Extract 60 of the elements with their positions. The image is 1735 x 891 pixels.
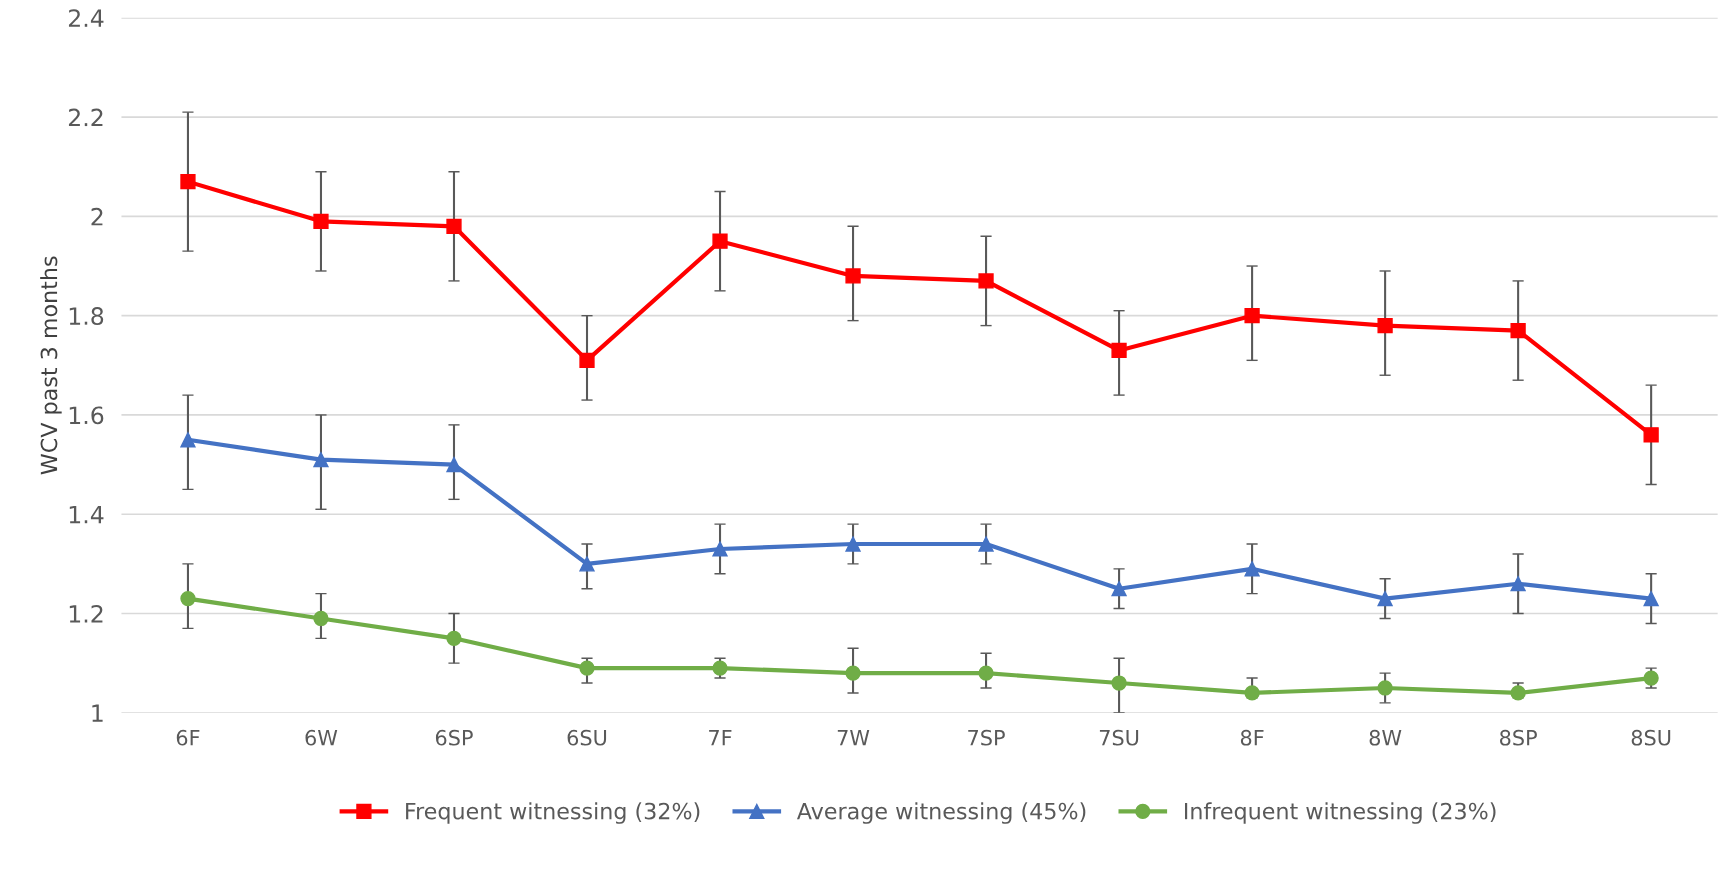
point	[1643, 427, 1659, 443]
legend-label: Frequent witnessing (32%)	[406, 802, 700, 824]
point	[1377, 590, 1393, 607]
point	[712, 660, 728, 676]
point	[313, 213, 329, 229]
point	[1643, 670, 1659, 686]
point	[579, 660, 595, 676]
point	[845, 268, 861, 284]
point	[180, 432, 196, 448]
point	[1111, 581, 1127, 597]
x-tick-label: 8W	[1369, 729, 1402, 746]
point	[1377, 317, 1393, 334]
point	[1643, 590, 1659, 607]
point	[845, 536, 861, 552]
point	[1244, 308, 1260, 324]
y-tick-label: 1	[92, 704, 103, 722]
y-tick-label: 1.8	[69, 307, 104, 325]
y-tick-label: 2	[91, 207, 103, 226]
point	[845, 665, 861, 681]
y-tick-label: 1.6	[69, 406, 104, 425]
point	[1111, 675, 1127, 691]
x-tick-label: 8SP	[1500, 729, 1537, 746]
point	[1510, 576, 1526, 592]
x-tick-label: 6F	[176, 729, 200, 746]
x-tick-label: 7SP	[968, 729, 1005, 746]
x-tick-label: 8F	[1240, 729, 1264, 746]
point	[446, 630, 462, 646]
point	[712, 233, 728, 249]
y-tick-label: 1.2	[69, 604, 103, 623]
point	[978, 665, 994, 681]
y-tick-label: 1.4	[69, 505, 104, 524]
y-tick-label: 2.2	[68, 108, 103, 127]
point	[978, 536, 994, 552]
point	[446, 218, 462, 234]
legend-label: Infrequent witnessing (23%)	[1184, 802, 1496, 824]
point	[313, 610, 329, 627]
x-tick-label: 7SU	[1099, 729, 1139, 746]
point	[1510, 322, 1526, 339]
point	[1111, 342, 1127, 359]
point	[180, 590, 196, 607]
y-tick-label: 2.4	[68, 9, 104, 27]
x-tick-label: 6W	[305, 729, 338, 746]
point	[1244, 685, 1260, 701]
y-axis-title: WCV past 3 months	[40, 256, 62, 475]
point	[1244, 561, 1260, 577]
x-tick-label: 6SU	[567, 729, 607, 746]
point	[1510, 685, 1526, 701]
point	[313, 451, 329, 468]
point	[712, 541, 728, 557]
x-tick-label: 7W	[837, 730, 870, 746]
x-tick-label: 7F	[709, 730, 732, 746]
point	[978, 273, 994, 289]
point	[1377, 680, 1393, 696]
point	[180, 173, 196, 190]
x-tick-label: 6SP	[435, 729, 473, 746]
legend-label: Average witnessing (45%)	[796, 802, 1086, 824]
point	[579, 352, 595, 368]
x-tick-label: 8SU	[1631, 729, 1671, 746]
point	[446, 456, 462, 473]
point	[579, 556, 595, 572]
